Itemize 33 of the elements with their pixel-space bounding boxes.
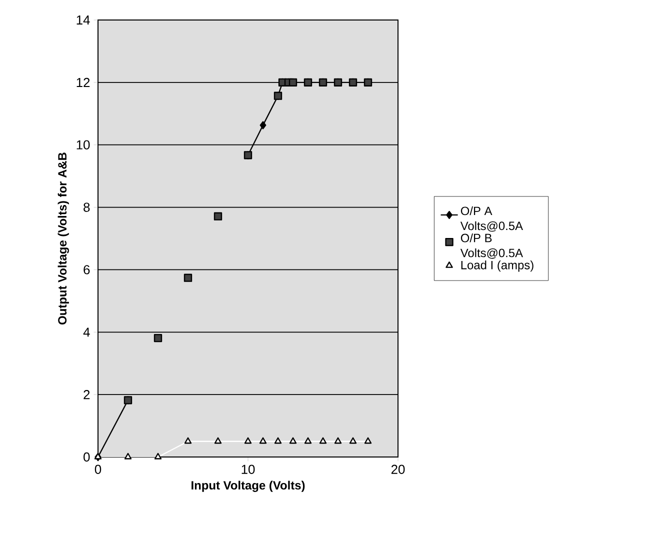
y-axis-title: Output Voltage (Volts) for A&B [58, 152, 69, 324]
point [259, 437, 267, 444]
y-tick-label: 2 [84, 390, 90, 400]
point [319, 437, 327, 444]
point [244, 437, 252, 444]
point [124, 452, 132, 460]
point [274, 437, 282, 444]
x-tick-label: 0 [94, 464, 102, 474]
point [214, 437, 222, 444]
point [260, 121, 266, 130]
point [184, 274, 192, 282]
y-tick-label: 6 [84, 265, 90, 274]
y-tick-label: 8 [84, 202, 90, 212]
point [154, 334, 162, 342]
legend-label: Load I (amps) [461, 260, 534, 272]
x-tick-label: 10 [242, 464, 255, 474]
point [334, 437, 342, 444]
y-tick-label: 12 [76, 78, 90, 87]
point [214, 212, 222, 220]
point [349, 437, 357, 444]
x-axis-title: Input Voltage (Volts) [192, 480, 305, 492]
y-tick-label: 0 [84, 452, 90, 462]
y-tick-label: 4 [83, 328, 90, 337]
y-tick-label: 14 [76, 16, 90, 24]
point [184, 437, 192, 444]
point [154, 452, 162, 460]
x-tick-label: 20 [391, 464, 405, 474]
legend-label: O/P A Volts@0.5A [460, 206, 523, 232]
point [289, 437, 297, 444]
point [304, 437, 312, 444]
y-tick-label: 10 [76, 140, 90, 150]
legend-label: O/P B Volts@0.5A [460, 233, 523, 259]
point [364, 437, 372, 444]
